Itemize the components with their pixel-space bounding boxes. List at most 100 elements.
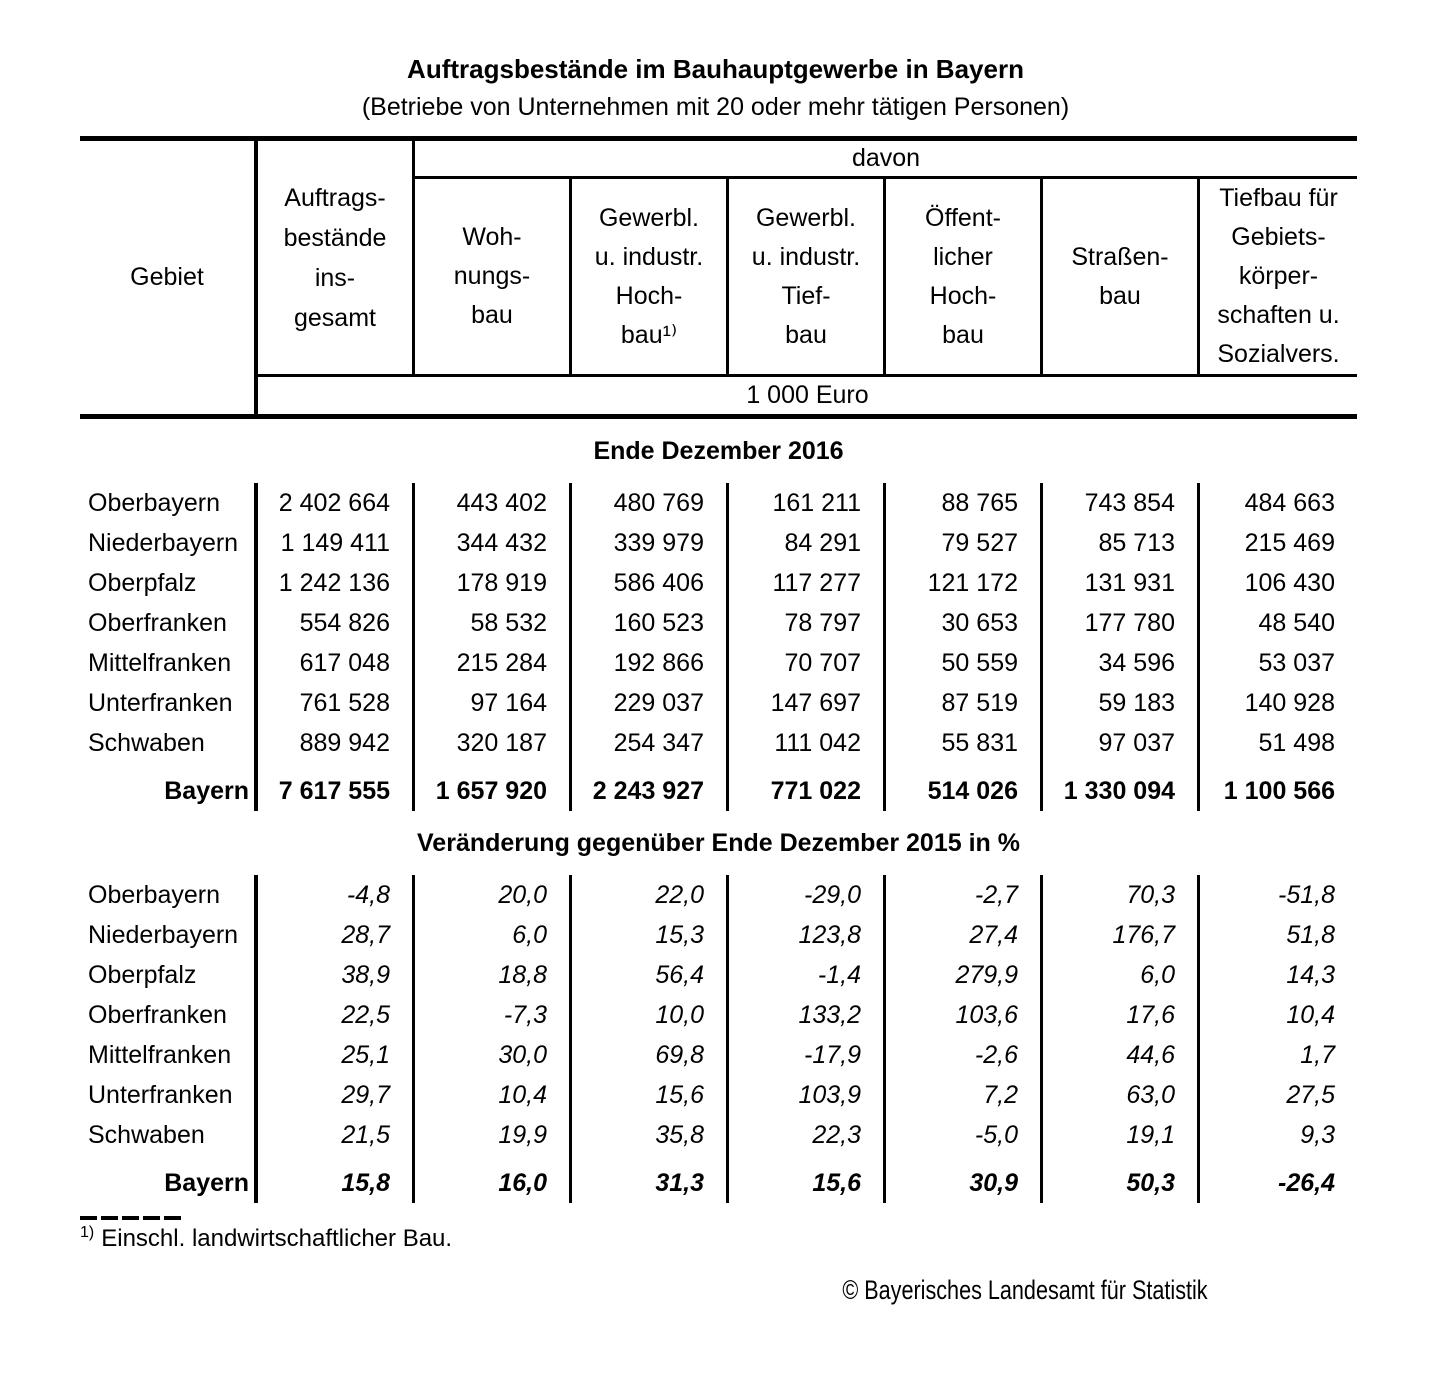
davon-column-group: davon Woh- nungs- bau Gewerbl. u. industr… <box>415 141 1357 374</box>
value-cell: 44,6 <box>1043 1035 1200 1075</box>
value-cell: 27,5 <box>1286 1081 1335 1109</box>
footnote-text: Einschl. landwirtschaftlicher Bau. <box>101 1225 453 1252</box>
column-header-davon-5: Straßen- bau <box>1043 179 1200 374</box>
table-row-oberfranken: Oberfranken 554 826 58 532 160 523 78 797 30 … <box>80 603 1357 643</box>
value-cell: 2 402 664 <box>258 483 415 523</box>
value-cell: 111 042 <box>729 723 886 763</box>
row-label: Unterfranken <box>80 683 258 723</box>
value-cell: 30,0 <box>415 1035 572 1075</box>
value-cell: 28,7 <box>258 915 415 955</box>
row-label: Oberfranken <box>80 603 258 643</box>
footnote-marker: 1) <box>80 1224 95 1241</box>
value-cell: 484 663 <box>1244 489 1335 517</box>
table-header-right: Auftrags- bestände ins- gesamt davon Woh… <box>258 141 1357 414</box>
value-cell: 177 780 <box>1043 603 1200 643</box>
table-row-oberbayern: Oberbayern 2 402 664 443 402 480 769 161 211… <box>80 483 1357 523</box>
table-header: Gebiet Auftrags- bestände ins- gesamt da… <box>80 136 1357 419</box>
value-cell: 117 277 <box>729 563 886 603</box>
value-cell: 103,9 <box>729 1075 886 1115</box>
value-cell: 1 100 566 <box>1223 777 1335 805</box>
value-cell: 889 942 <box>258 723 415 763</box>
value-cell: 97 164 <box>415 683 572 723</box>
row-label: Bayern <box>80 763 258 811</box>
column-header-davon-6: Tiefbau für Gebiets- körper- schaften u.… <box>1217 184 1340 368</box>
row-label: Bayern <box>80 1155 258 1203</box>
value-cell: 70 707 <box>729 643 886 683</box>
value-cell: 554 826 <box>258 603 415 643</box>
value-cell: 771 022 <box>729 763 886 811</box>
copyright-text: © Bayerisches Landesamt für Statistik <box>842 1275 1208 1305</box>
value-cell: 178 919 <box>415 563 572 603</box>
table-body: Ende Dezember 2016 Oberbayern 2 402 664 443… <box>80 419 1357 1203</box>
value-cell: -26,4 <box>1278 1169 1335 1197</box>
value-cell: 123,8 <box>729 915 886 955</box>
value-cell: -17,9 <box>729 1035 886 1075</box>
value-cell: -2,6 <box>886 1035 1043 1075</box>
value-cell: -29,0 <box>729 875 886 915</box>
table-row-schwaben: Schwaben 21,5 19,9 35,8 22,3 -5,0 19,1 9,3 <box>80 1115 1357 1155</box>
column-header-davon-1: Woh- nungs- bau <box>415 179 572 374</box>
value-cell: 51 498 <box>1258 729 1335 757</box>
value-cell: 9,3 <box>1300 1121 1335 1149</box>
value-cell: 30,9 <box>886 1155 1043 1203</box>
page-title: Auftragsbestände im Bauhauptgewerbe in B… <box>407 54 1024 84</box>
table-row-unterfranken: Unterfranken 29,7 10,4 15,6 103,9 7,2 63,0 27,5 <box>80 1075 1357 1115</box>
table-row-oberbayern: Oberbayern -4,8 20,0 22,0 -29,0 -2,7 70,3 -51,8 <box>80 875 1357 915</box>
value-cell: 1 330 094 <box>1043 763 1200 811</box>
copyright-line: © Bayerisches Landesamt für Statistik <box>0 1275 1431 1306</box>
value-cell: 176,7 <box>1043 915 1200 955</box>
table-row-mittelfranken: Mittelfranken 617 048 215 284 192 866 70 707… <box>80 643 1357 683</box>
value-cell: 215 284 <box>415 643 572 683</box>
value-cell: 339 979 <box>572 523 729 563</box>
table-row-oberpfalz: Oberpfalz 38,9 18,8 56,4 -1,4 279,9 6,0 14,3 <box>80 955 1357 995</box>
table-section: Veränderung gegenüber Ende Dezember 2015… <box>80 811 1357 1203</box>
row-label: Schwaben <box>80 723 258 763</box>
table-row-unterfranken: Unterfranken 761 528 97 164 229 037 147 697 8… <box>80 683 1357 723</box>
page-subtitle: (Betriebe von Unternehmen mit 20 oder me… <box>361 93 1070 121</box>
row-label: Oberfranken <box>80 995 258 1035</box>
column-header-davon-4: Öffent- licher Hoch- bau <box>886 179 1043 374</box>
value-cell: 147 697 <box>729 683 886 723</box>
value-cell: 10,0 <box>572 995 729 1035</box>
value-cell: 35,8 <box>572 1115 729 1155</box>
value-cell: 279,9 <box>886 955 1043 995</box>
value-cell: -1,4 <box>729 955 886 995</box>
value-cell: 19,1 <box>1043 1115 1200 1155</box>
value-cell: 53 037 <box>1258 649 1335 677</box>
value-cell: 1,7 <box>1300 1041 1335 1069</box>
value-cell: 121 172 <box>886 563 1043 603</box>
value-cell: 215 469 <box>1244 529 1335 557</box>
row-label: Oberbayern <box>80 875 258 915</box>
value-cell: -51,8 <box>1278 881 1335 909</box>
value-cell: 1 242 136 <box>258 563 415 603</box>
value-cell: 7,2 <box>886 1075 1043 1115</box>
value-cell: 1 149 411 <box>258 523 415 563</box>
value-cell: 6,0 <box>415 915 572 955</box>
table-row-niederbayern: Niederbayern 1 149 411 344 432 339 979 84 29… <box>80 523 1357 563</box>
value-cell: 79 527 <box>886 523 1043 563</box>
value-cell: 514 026 <box>886 763 1043 811</box>
value-cell: 50,3 <box>1043 1155 1200 1203</box>
column-header-gebiet: Gebiet <box>80 141 258 414</box>
table-header-columns: Auftrags- bestände ins- gesamt davon Woh… <box>258 141 1357 377</box>
value-cell: 27,4 <box>886 915 1043 955</box>
value-cell: 21,5 <box>258 1115 415 1155</box>
auftragsbestaende-table: Gebiet Auftrags- bestände ins- gesamt da… <box>80 136 1357 1203</box>
value-cell: 19,9 <box>415 1115 572 1155</box>
section-title: Veränderung gegenüber Ende Dezember 2015… <box>417 829 1020 857</box>
value-cell: 31,3 <box>572 1155 729 1203</box>
value-cell: 14,3 <box>1286 961 1335 989</box>
value-cell: 70,3 <box>1043 875 1200 915</box>
value-cell: 25,1 <box>258 1035 415 1075</box>
row-label: Niederbayern <box>80 915 258 955</box>
value-cell: 22,5 <box>258 995 415 1035</box>
row-label: Mittelfranken <box>80 1035 258 1075</box>
value-cell: 192 866 <box>572 643 729 683</box>
footnote-separator-line <box>80 1216 181 1220</box>
value-cell: 63,0 <box>1043 1075 1200 1115</box>
value-cell: 10,4 <box>415 1075 572 1115</box>
value-cell: 48 540 <box>1258 609 1335 637</box>
statistics-report-page: Auftragsbestände im Bauhauptgewerbe in B… <box>0 54 1431 1306</box>
value-cell: 88 765 <box>886 483 1043 523</box>
value-cell: 10,4 <box>1286 1001 1335 1029</box>
